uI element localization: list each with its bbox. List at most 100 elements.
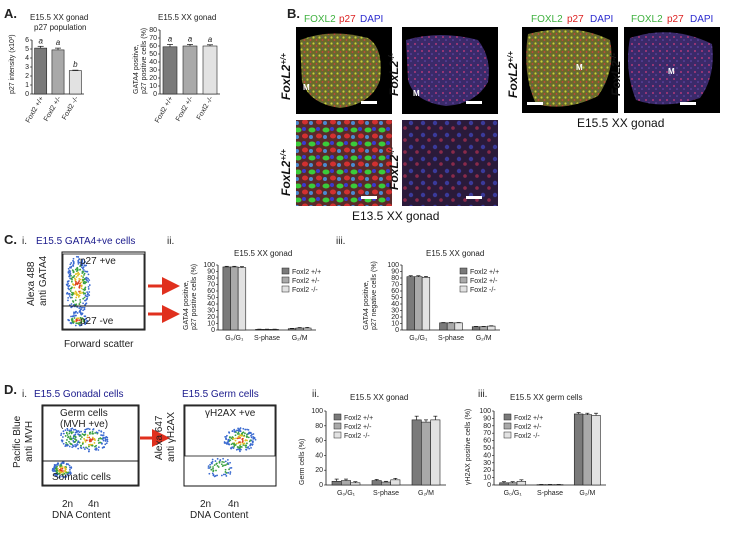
density-dot <box>75 439 78 442</box>
legend-label: Foxl2 +/- <box>514 424 542 431</box>
density-dot <box>56 465 58 468</box>
category-label-group: Foxl2 +/- <box>43 95 63 123</box>
density-dot <box>65 441 68 444</box>
density-dot <box>234 439 237 442</box>
density-dot <box>251 440 254 443</box>
legend-label: Foxl2 +/- <box>292 278 320 285</box>
density-dot <box>78 258 81 260</box>
category-label: G₂/M <box>418 490 434 497</box>
density-dot <box>237 436 240 439</box>
density-dot <box>92 428 95 430</box>
density-dot <box>79 301 82 304</box>
flow-d2-dna-4n: 4n <box>228 499 239 510</box>
flow-d2-density <box>207 427 257 478</box>
density-dot <box>78 441 81 444</box>
density-dot <box>81 291 84 294</box>
significance-letter: a <box>38 36 43 45</box>
density-dot <box>74 431 77 434</box>
density-dot <box>67 267 70 270</box>
density-dot <box>80 263 82 266</box>
density-dot <box>68 293 71 295</box>
density-dot <box>216 457 219 460</box>
density-dot <box>85 298 88 301</box>
density-dot <box>74 440 77 443</box>
density-dot <box>70 287 72 290</box>
density-dot <box>82 269 85 271</box>
density-dot <box>54 470 56 473</box>
density-dot <box>67 272 70 274</box>
density-dot <box>70 429 73 432</box>
density-dot <box>69 263 72 266</box>
density-dot <box>68 429 71 432</box>
density-dot <box>73 277 76 280</box>
density-dot <box>211 472 214 475</box>
density-dot <box>70 321 73 324</box>
density-dot <box>101 438 104 441</box>
density-dot <box>237 431 240 434</box>
density-dot <box>78 294 81 297</box>
y-tick-label: 40 <box>315 452 323 459</box>
density-dot <box>63 476 66 478</box>
legend-swatch <box>503 422 512 430</box>
density-dot <box>106 438 109 441</box>
density-dot <box>62 470 64 472</box>
y-tick-label: 0 <box>153 91 157 98</box>
category-label: S-phase <box>373 490 399 497</box>
density-dot <box>245 448 247 451</box>
density-dot <box>230 443 233 446</box>
density-dot <box>72 259 74 262</box>
density-dot <box>67 296 70 299</box>
density-dot <box>231 446 234 449</box>
svg-text:FoxL2+/+: FoxL2+/+ <box>279 149 293 196</box>
density-dot <box>102 432 105 434</box>
genotype-label-e13-wt-low: FoxL2+/+ <box>279 53 293 100</box>
category-label-group: Foxl2 +/- <box>175 95 195 123</box>
density-dot <box>65 292 68 295</box>
density-dot <box>77 447 80 450</box>
density-dot <box>64 429 67 432</box>
flow-d1-title: E15.5 Gonadal cells <box>34 389 124 400</box>
legend-swatch <box>281 276 290 284</box>
density-dot <box>73 317 76 319</box>
y-tick-label: 50 <box>391 295 399 302</box>
category-label: G₂/M <box>579 490 595 497</box>
density-dot <box>217 466 220 468</box>
y-tick-label: 90 <box>207 269 215 276</box>
legend-swatch <box>281 267 290 275</box>
density-dot <box>251 433 253 436</box>
y-tick-label: 40 <box>483 452 491 459</box>
bar <box>414 276 423 331</box>
genotype-label-e15-ko: FoxL2-/- <box>609 53 623 96</box>
panel-b-micrographs: FOXL2 p27 DAPI FOXL2 p27 DAPI FOXL2 p27 … <box>279 14 720 223</box>
bar <box>331 480 342 486</box>
flow-d2-dna-2n: 2n <box>200 499 211 510</box>
density-dot <box>221 465 224 467</box>
density-dot <box>95 447 98 450</box>
density-dot <box>73 438 76 440</box>
density-dot <box>100 437 102 440</box>
category-label: Foxl2 +/- <box>43 95 63 123</box>
density-dot <box>88 284 91 286</box>
density-dot <box>94 448 97 451</box>
density-dot <box>250 436 253 439</box>
density-dot <box>54 467 57 470</box>
density-dot <box>76 443 79 445</box>
density-dot <box>89 433 91 435</box>
density-dot <box>80 323 83 326</box>
density-dot <box>78 273 81 275</box>
density-dot <box>69 290 72 292</box>
density-dot <box>68 273 71 276</box>
density-dot <box>66 434 69 436</box>
density-dot <box>87 288 90 290</box>
density-dot <box>76 306 79 308</box>
flow-d1-frame <box>41 404 140 487</box>
micrograph-e13-wt-high <box>296 120 392 206</box>
density-dot <box>69 442 72 445</box>
y-tick-label: 20 <box>207 314 215 321</box>
legend-label: Foxl2 +/+ <box>344 415 373 422</box>
density-dot <box>236 446 239 448</box>
density-dot <box>81 264 84 267</box>
density-dot <box>70 303 73 305</box>
density-dot <box>243 442 246 445</box>
density-dot <box>86 291 89 294</box>
